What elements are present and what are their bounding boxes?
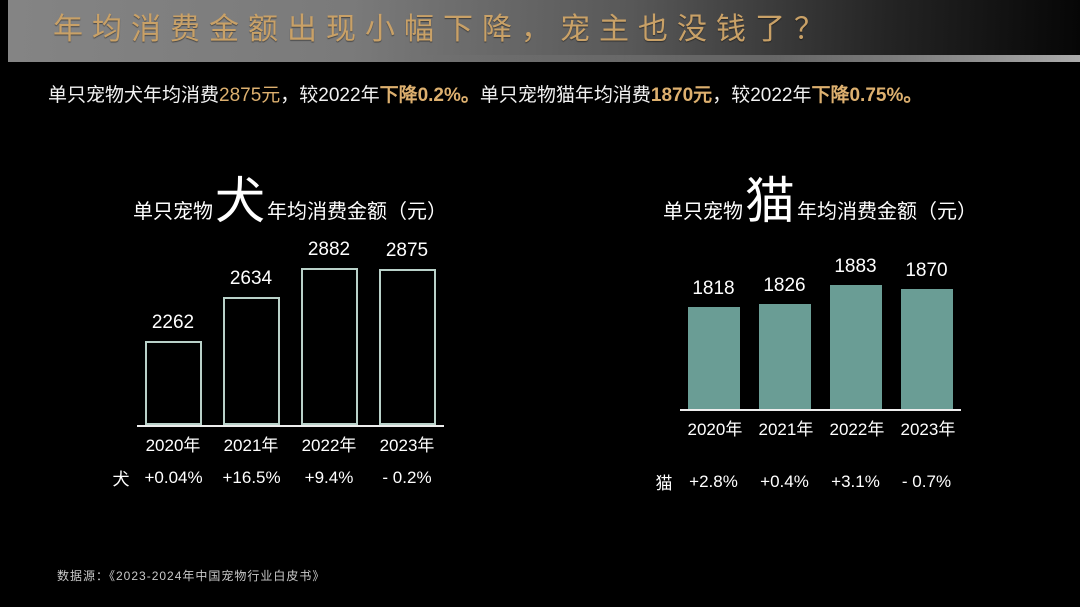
- bar-value: 1870: [905, 260, 948, 281]
- subtitle-segment: 单只宠物猫年均消费: [479, 85, 651, 106]
- bar-group-2020: 2262: [144, 312, 202, 425]
- bar-2021: [758, 303, 811, 409]
- dog-plot-area: 2262 2634 2882 2875: [136, 239, 444, 427]
- bar-group-2023: 2875: [378, 240, 436, 425]
- cat-consumption-chart: 单只宠物 猫 年均消费金额（元） 1818 1826 1883 1870 2: [640, 176, 1000, 493]
- subtitle-highlight-dog-drop: 下降0.2%。: [379, 85, 480, 106]
- bar-group-2020: 1818: [687, 278, 740, 409]
- x-label: 2023年: [900, 419, 956, 439]
- chart-title-prefix: 单只宠物: [133, 201, 213, 223]
- subtitle-segment: ，较2022年: [712, 85, 812, 106]
- subtitle-highlight-dog-amount: 2875元: [219, 85, 281, 106]
- bar-value: 2634: [229, 268, 273, 289]
- subtitle-segment: 单只宠物犬年均消费: [48, 85, 220, 106]
- page-title: 年均消费金额出现小幅下降，宠主也没钱了？: [53, 13, 833, 46]
- x-label: 2020年: [687, 419, 743, 439]
- species-label-dog: 犬: [112, 469, 130, 489]
- subtitle-highlight-cat-amount: 1870元: [650, 85, 713, 106]
- bar-group-2021: 1826: [758, 275, 811, 409]
- bar-2022: [300, 267, 358, 425]
- pct-change: +2.8%: [689, 471, 738, 491]
- dog-chart-title: 单只宠物 犬 年均消费金额（元）: [95, 176, 485, 234]
- x-label: 2021年: [223, 435, 279, 455]
- pct-change: +3.1%: [831, 471, 880, 491]
- x-label: 2021年: [758, 419, 814, 439]
- data-source-note: 数据源：《2023-2024年中国宠物行业白皮书》: [57, 569, 326, 583]
- bar-2022: [829, 284, 882, 409]
- dog-consumption-chart: 单只宠物 犬 年均消费金额（元） 2262 2634 2882 2875 2: [95, 176, 485, 489]
- subtitle-segment: ，较2022年: [280, 85, 380, 106]
- bar-2021: [222, 296, 280, 425]
- bar-2023: [378, 268, 436, 425]
- x-label: 2023年: [379, 435, 435, 455]
- cat-plot-area: 1818 1826 1883 1870: [679, 256, 961, 411]
- chart-title-big-char: 犬: [215, 173, 265, 229]
- chart-title-suffix: 年均消费金额（元）: [267, 201, 447, 223]
- pct-change: +0.4%: [760, 471, 809, 491]
- x-label: 2022年: [829, 419, 885, 439]
- bar-value: 2882: [307, 239, 351, 260]
- dog-pct-row: 犬 +0.04% +16.5% +9.4% - 0.2%: [113, 464, 444, 489]
- x-label: 2022年: [301, 435, 357, 455]
- cat-pct-row: 猫 +2.8% +0.4% +3.1% - 0.7%: [656, 468, 961, 493]
- dog-x-axis-labels: 2020年 2021年 2022年 2023年: [137, 427, 444, 456]
- chart-title-prefix: 单只宠物: [663, 201, 743, 223]
- cat-chart-title: 单只宠物 猫 年均消费金额（元）: [640, 176, 1000, 234]
- bar-value: 1826: [763, 275, 806, 296]
- bar-value: 2262: [151, 312, 195, 333]
- bar-value: 2875: [385, 240, 429, 261]
- chart-title-big-char: 猫: [745, 173, 795, 229]
- bar-2023: [900, 288, 953, 409]
- bar-value: 1883: [834, 256, 877, 277]
- chart-title-suffix: 年均消费金额（元）: [797, 201, 977, 223]
- bar-group-2021: 2634: [222, 268, 280, 425]
- pct-change: - 0.7%: [901, 471, 952, 491]
- cat-x-axis-labels: 2020年 2021年 2022年 2023年: [680, 411, 961, 440]
- x-label: 2020年: [145, 435, 201, 455]
- bar-group-2022: 2882: [300, 239, 358, 425]
- species-label-cat: 猫: [655, 473, 673, 493]
- subtitle: 单只宠物犬年均消费2875元，较2022年下降0.2%。单只宠物猫年均消费187…: [48, 80, 1060, 112]
- pct-change: - 0.2%: [382, 467, 432, 487]
- bar-value: 1818: [692, 278, 735, 299]
- pct-change: +9.4%: [304, 467, 354, 487]
- pct-change: +16.5%: [222, 467, 281, 487]
- bar-2020: [144, 340, 202, 425]
- bar-group-2023: 1870: [900, 260, 953, 409]
- bar-2020: [687, 306, 740, 409]
- slide-header: 年均消费金额出现小幅下降，宠主也没钱了？: [8, 0, 1080, 62]
- bar-group-2022: 1883: [829, 256, 882, 409]
- subtitle-highlight-cat-drop: 下降0.75%。: [811, 85, 923, 106]
- pct-change: +0.04%: [144, 467, 203, 487]
